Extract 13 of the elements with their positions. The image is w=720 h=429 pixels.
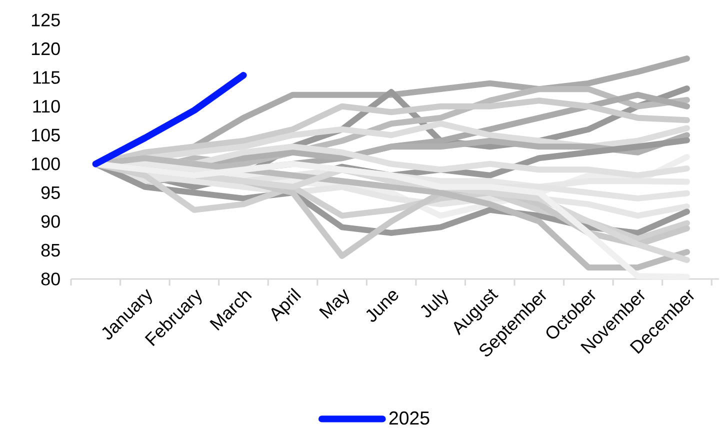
legend-label: 2025 xyxy=(389,411,430,425)
y-tick-label: 125 xyxy=(32,14,60,26)
x-tick-label: May xyxy=(319,289,350,319)
y-tick-label: 85 xyxy=(41,244,60,257)
y-tick-label: 115 xyxy=(33,71,60,84)
y-tick-label: 105 xyxy=(32,128,60,142)
y-tick-label: 110 xyxy=(33,100,60,113)
y-tick-label: 90 xyxy=(41,215,60,228)
x-tick-label: July xyxy=(420,289,448,318)
y-tick-label: 95 xyxy=(41,186,60,200)
y-tick-label: 80 xyxy=(41,272,60,286)
y-tick-label: 100 xyxy=(32,158,60,170)
y-tick-label: 120 xyxy=(32,42,60,56)
